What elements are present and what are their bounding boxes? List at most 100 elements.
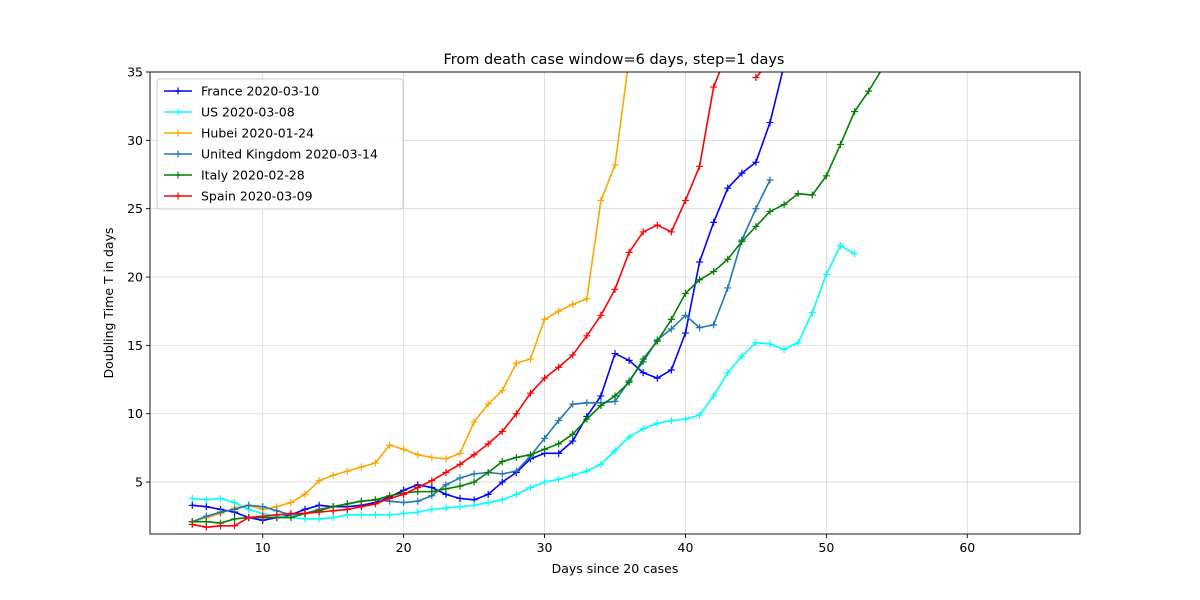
- data-point: [386, 511, 394, 519]
- legend-entry: Italy 2020-02-28: [164, 168, 305, 183]
- data-point: [386, 441, 394, 449]
- y-tick-label: 5: [135, 475, 143, 490]
- data-point: [470, 418, 478, 426]
- legend-label: Italy 2020-02-28: [201, 168, 305, 183]
- legend: France 2020-03-10 US 2020-03-08 Hubei 2020…: [156, 78, 404, 210]
- data-point: [851, 108, 859, 116]
- data-point: [343, 505, 351, 513]
- y-tick-label: 15: [127, 338, 143, 353]
- data-point: [400, 510, 408, 517]
- data-point: [498, 386, 506, 394]
- data-point: [555, 449, 563, 457]
- data-point: [611, 285, 619, 293]
- data-point: [484, 400, 492, 408]
- data-point: [724, 369, 732, 377]
- data-point: [512, 453, 520, 461]
- data-point: [414, 451, 422, 459]
- data-point: [526, 389, 534, 397]
- legend-label: United Kingdom 2020-03-14: [201, 147, 378, 162]
- y-tick-label: 25: [127, 201, 143, 216]
- data-point: [667, 315, 675, 323]
- legend-marker: [174, 87, 182, 95]
- data-point: [639, 355, 647, 363]
- data-point: [287, 499, 295, 507]
- legend-entry: Spain 2020-03-09: [164, 189, 313, 204]
- data-point: [329, 514, 337, 522]
- y-axis-label: Doubling Time T in days: [101, 228, 116, 379]
- data-point: [273, 511, 281, 519]
- data-point: [794, 190, 802, 198]
- data-point: [357, 463, 365, 471]
- data-point: [386, 494, 394, 502]
- legend-label: Spain 2020-03-09: [201, 189, 313, 204]
- legend-marker: [174, 171, 182, 179]
- data-point: [808, 191, 816, 199]
- data-point: [766, 340, 774, 348]
- data-point: [780, 201, 788, 209]
- data-point: [611, 161, 619, 169]
- data-point: [231, 505, 239, 513]
- data-point: [724, 255, 732, 263]
- data-point: [456, 449, 464, 457]
- data-point: [315, 477, 323, 485]
- x-tick-label: 30: [537, 540, 553, 555]
- data-point: [597, 460, 605, 468]
- data-point: [202, 523, 210, 531]
- data-point: [667, 417, 675, 425]
- data-point: [259, 503, 267, 511]
- data-point: [498, 458, 506, 466]
- data-point: [442, 455, 450, 463]
- data-point: [752, 339, 760, 347]
- data-point: [639, 425, 647, 433]
- data-point: [696, 258, 704, 266]
- data-point: [400, 445, 408, 453]
- series-layer: [188, 72, 882, 531]
- data-point: [752, 73, 760, 81]
- data-point: [752, 158, 760, 166]
- series-5: [188, 72, 721, 531]
- y-tick-label: 30: [127, 133, 143, 148]
- legend-label: Hubei 2020-01-24: [201, 126, 314, 141]
- data-point: [555, 363, 563, 371]
- data-point: [724, 284, 732, 292]
- legend-entry: United Kingdom 2020-03-14: [164, 147, 378, 162]
- data-point: [188, 501, 196, 509]
- data-point: [456, 474, 464, 482]
- data-point: [329, 507, 337, 515]
- data-point: [639, 369, 647, 377]
- data-point: [696, 411, 704, 419]
- data-point: [611, 447, 619, 455]
- data-point: [470, 451, 478, 459]
- data-point: [555, 440, 563, 448]
- y-tick-label: 10: [127, 406, 143, 421]
- data-point: [569, 437, 577, 445]
- data-point: [301, 490, 309, 498]
- data-point: [738, 237, 746, 245]
- data-point: [442, 504, 450, 512]
- data-point: [456, 460, 464, 468]
- data-point: [301, 510, 309, 517]
- plot-frame: [149, 71, 1081, 535]
- tick-layer: 10 20 30 40 50 60 5 10 15 20 25 30 35: [127, 65, 975, 556]
- x-tick-label: 40: [678, 540, 694, 555]
- x-tick-label: 20: [396, 540, 412, 555]
- data-point: [414, 508, 422, 516]
- data-point: [541, 315, 549, 323]
- data-point: [400, 490, 408, 498]
- data-point: [428, 477, 436, 485]
- data-point: [541, 478, 549, 486]
- data-point: [569, 430, 577, 438]
- data-point: [371, 511, 379, 519]
- data-point: [202, 496, 210, 504]
- data-point: [216, 508, 224, 516]
- x-axis-label: Days since 20 cases: [552, 561, 679, 576]
- data-point: [216, 494, 224, 502]
- data-point: [541, 445, 549, 453]
- data-point: [470, 478, 478, 486]
- data-point: [456, 482, 464, 490]
- data-point: [639, 228, 647, 236]
- data-point: [710, 218, 718, 226]
- data-point: [625, 356, 633, 364]
- series-6: [752, 72, 762, 81]
